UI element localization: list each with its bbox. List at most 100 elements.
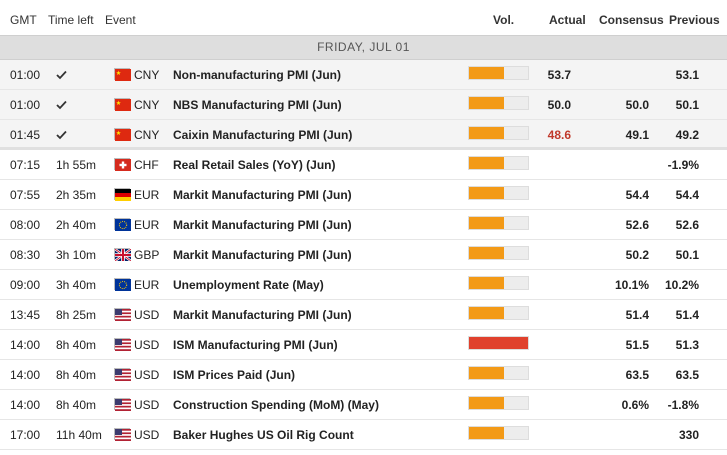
previous-value: 63.5 [675,368,699,382]
table-row[interactable]: 09:00 3h 40m EUR Unemployment Rate (May)… [0,270,727,300]
previous-value: 49.2 [675,128,699,142]
event-name[interactable]: Markit Manufacturing PMI (Jun) [173,218,352,232]
col-consensus[interactable]: Consensus [599,13,664,27]
volatility-bar [468,336,529,350]
table-row[interactable]: 17:00 11h 40m USD Baker Hughes US Oil Ri… [0,420,727,450]
col-previous[interactable]: Previous [669,13,720,27]
event-time: 14:00 [10,398,41,412]
volatility-fill [469,97,505,109]
time-left: 2h 35m [56,188,97,202]
gb-flag-icon [114,248,132,262]
previous-value: -1.8% [667,398,699,412]
col-actual[interactable]: Actual [549,13,586,27]
col-time-left[interactable]: Time left [48,13,94,27]
volatility-fill [469,67,505,79]
consensus-value: 52.6 [625,218,649,232]
table-row[interactable]: 14:00 8h 40m USD ISM Prices Paid (Jun) 6… [0,360,727,390]
event-time: 07:15 [10,158,41,172]
volatility-bar [468,96,529,110]
volatility-fill [469,427,505,439]
volatility-fill [469,277,505,289]
actual-value: 53.7 [547,68,571,82]
volatility-fill [469,337,528,349]
event-name[interactable]: Non-manufacturing PMI (Jun) [173,68,341,82]
previous-value: 51.4 [675,308,699,322]
volatility-fill [469,157,505,169]
event-list: 01:00 CNY Non-manufacturing PMI (Jun) 53… [0,60,727,450]
volatility-bar [468,426,529,440]
previous-value: 53.1 [675,68,699,82]
event-time: 14:00 [10,338,41,352]
event-name[interactable]: Unemployment Rate (May) [173,278,324,292]
us-flag-icon [114,338,131,351]
currency: GBP [134,248,160,262]
event-name[interactable]: Markit Manufacturing PMI (Jun) [173,308,352,322]
ch-flag-icon [114,158,131,171]
event-time: 01:45 [10,128,41,142]
time-left: 8h 40m [56,368,97,382]
event-name[interactable]: Markit Manufacturing PMI (Jun) [173,188,352,202]
table-row[interactable]: 07:15 1h 55m CHF Real Retail Sales (YoY)… [0,150,727,180]
de-flag-icon [114,188,131,201]
event-time: 07:55 [10,188,41,202]
table-row[interactable]: 01:45 CNY Caixin Manufacturing PMI (Jun)… [0,120,727,150]
event-name[interactable]: ISM Prices Paid (Jun) [173,368,296,382]
consensus-value: 50.0 [625,98,649,112]
event-name[interactable]: Real Retail Sales (YoY) (Jun) [173,158,336,172]
consensus-value: 50.2 [625,248,649,262]
day-header: FRIDAY, JUL 01 [0,35,727,60]
event-name[interactable]: Caixin Manufacturing PMI (Jun) [173,128,353,142]
consensus-value: 0.6% [621,398,649,412]
table-row[interactable]: 13:45 8h 25m USD Markit Manufacturing PM… [0,300,727,330]
event-time: 08:00 [10,218,41,232]
consensus-value: 54.4 [625,188,649,202]
col-event[interactable]: Event [105,13,136,27]
consensus-value: 10.1% [614,278,649,292]
event-name[interactable]: Construction Spending (MoM) (May) [173,398,379,412]
col-vol[interactable]: Vol. [493,13,515,27]
table-row[interactable]: 01:00 CNY NBS Manufacturing PMI (Jun) 50… [0,90,727,120]
table-row[interactable]: 14:00 8h 40m USD ISM Manufacturing PMI (… [0,330,727,360]
event-name[interactable]: ISM Manufacturing PMI (Jun) [173,338,338,352]
volatility-fill [469,397,505,409]
us-flag-icon [114,368,131,381]
previous-value: 10.2% [664,278,699,292]
time-left: 8h 25m [56,308,97,322]
previous-value: -1.9% [667,158,699,172]
time-left: 1h 55m [56,158,97,172]
previous-value: 50.1 [675,248,699,262]
time-left: 8h 40m [56,398,97,412]
event-time: 01:00 [10,98,41,112]
time-left: 3h 40m [56,278,97,292]
volatility-bar [468,366,529,380]
check-icon [56,99,67,110]
volatility-bar [468,246,529,260]
event-name[interactable]: Baker Hughes US Oil Rig Count [173,428,354,442]
currency: CNY [134,128,160,142]
col-gmt[interactable]: GMT [10,13,37,27]
currency: CHF [134,158,159,172]
table-row[interactable]: 08:00 2h 40m EUR Markit Manufacturing PM… [0,210,727,240]
table-row[interactable]: 08:30 3h 10m GBP Markit Manufacturing PM… [0,240,727,270]
table-row[interactable]: 14:00 8h 40m USD Construction Spending (… [0,390,727,420]
volatility-fill [469,187,505,199]
currency: USD [134,368,160,382]
cn-flag-icon [114,98,131,111]
event-name[interactable]: Markit Manufacturing PMI (Jun) [173,248,352,262]
cn-flag-icon [114,68,131,81]
volatility-bar [468,66,529,80]
consensus-value: 51.5 [625,338,649,352]
volatility-bar [468,396,529,410]
previous-value: 54.4 [675,188,699,202]
actual-value: 48.6 [547,128,571,142]
eu-flag-icon [114,218,131,231]
event-name[interactable]: NBS Manufacturing PMI (Jun) [173,98,342,112]
volatility-fill [469,367,505,379]
consensus-value: 51.4 [625,308,649,322]
table-row[interactable]: 07:55 2h 35m EUR Markit Manufacturing PM… [0,180,727,210]
currency: EUR [134,188,160,202]
event-time: 13:45 [10,308,41,322]
currency: USD [134,338,160,352]
table-row[interactable]: 01:00 CNY Non-manufacturing PMI (Jun) 53… [0,60,727,90]
event-time: 08:30 [10,248,41,262]
